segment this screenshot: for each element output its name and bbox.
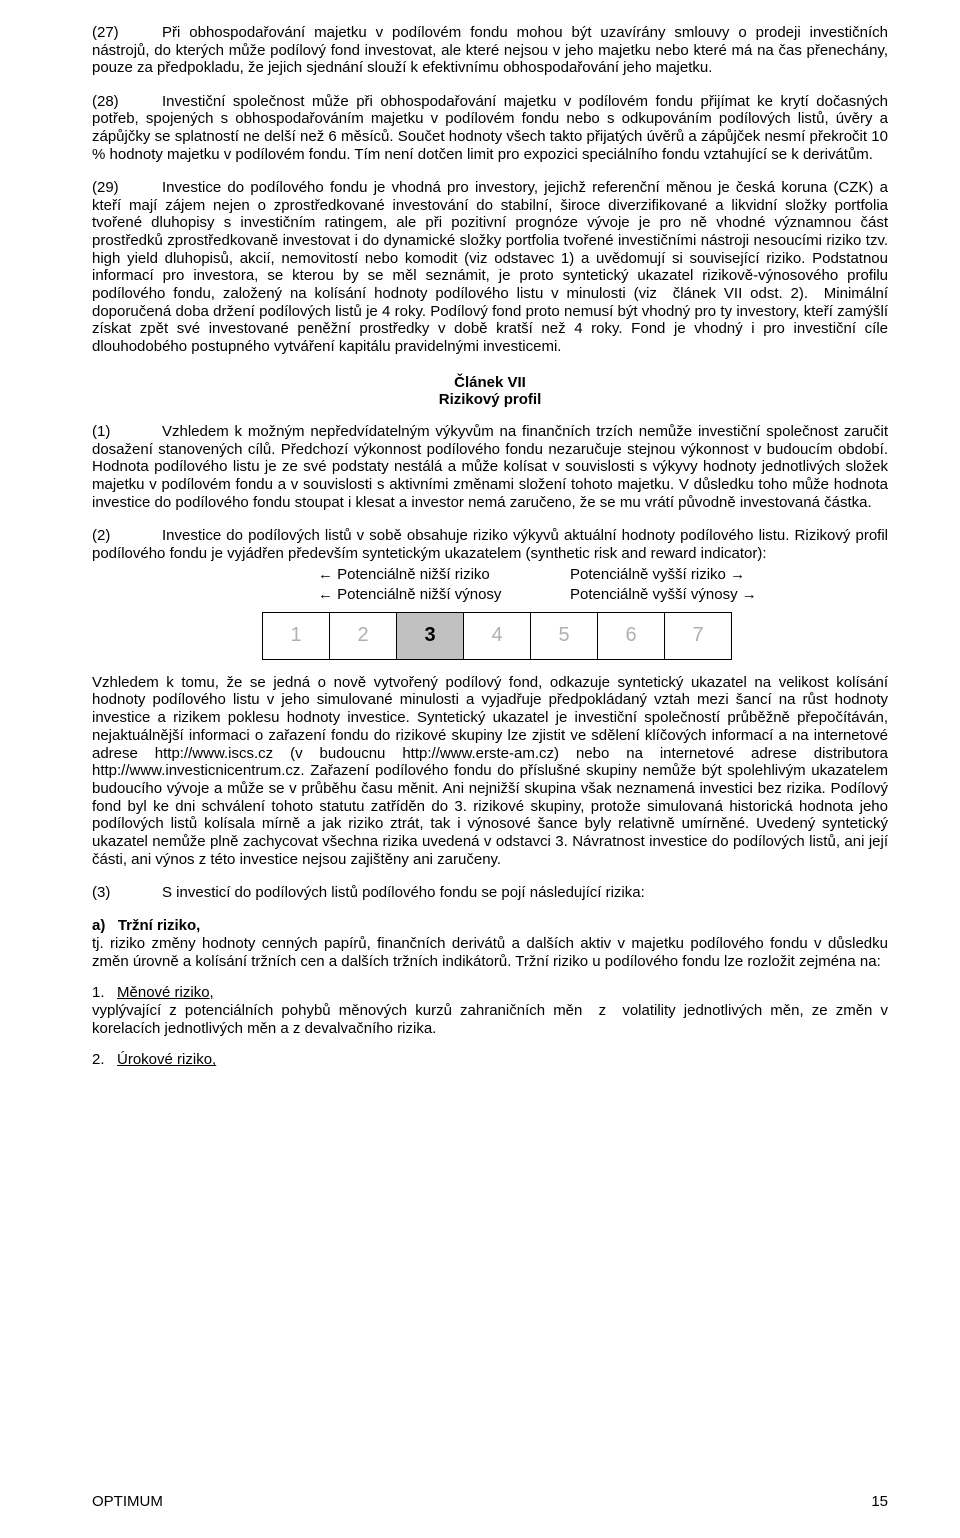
para-num: (29) <box>92 179 162 197</box>
arrow-higher-return: Potenciálně vyšší výnosy → <box>570 586 820 604</box>
arrow-lower-return: ← Potenciálně nižší výnosy <box>318 586 568 604</box>
item-num: 2. <box>92 1051 117 1068</box>
section-2: (2)Investice do podílových listů v sobě … <box>92 527 888 562</box>
item-title: Měnové riziko, <box>117 984 214 1001</box>
document-page: (27)Při obhospodařování majetku v podílo… <box>0 0 960 1538</box>
risk-a-heading: a) Tržní riziko, <box>92 917 888 934</box>
risk-2: 2. Úrokové riziko, <box>92 1051 888 1069</box>
risk-scale-table: 1 2 3 4 5 6 7 <box>262 612 732 660</box>
para-text: Při obhospodařování majetku v podílovém … <box>92 24 888 76</box>
section-1: (1)Vzhledem k možným nepředvídatelným vý… <box>92 423 888 511</box>
para-text: S investicí do podílových listů podílové… <box>162 884 645 901</box>
para-text: Investiční společnost může při obhospoda… <box>92 93 888 163</box>
para-text: Vzhledem k možným nepředvídatelným výkyv… <box>92 423 888 511</box>
risk-cell: 7 <box>665 612 732 659</box>
risk-cell: 2 <box>330 612 397 659</box>
para-num: (2) <box>92 527 162 545</box>
paragraph-29: (29)Investice do podílového fondu je vho… <box>92 179 888 356</box>
page-number: 15 <box>871 1493 888 1510</box>
article-number: Článek VII <box>92 374 888 392</box>
risk-cell: 6 <box>598 612 665 659</box>
para-text: Investice do podílových listů v sobě obs… <box>92 527 888 562</box>
risk-cell: 1 <box>263 612 330 659</box>
risk-cell: 3 <box>397 612 464 659</box>
after-table-paragraph: Vzhledem k tomu, že se jedná o nově vytv… <box>92 674 888 869</box>
risk-1: 1. Měnové riziko, vyplývající z potenciá… <box>92 984 888 1037</box>
risk-cell: 4 <box>464 612 531 659</box>
para-num: (28) <box>92 93 162 111</box>
para-num: (27) <box>92 24 162 42</box>
article-title: Rizikový profil <box>92 391 888 409</box>
paragraph-27: (27)Při obhospodařování majetku v podílo… <box>92 24 888 77</box>
item-text: vyplývající z potenciálních pohybů měnov… <box>92 1002 888 1037</box>
risk-arrow-labels: ← Potenciálně nižší riziko Potenciálně v… <box>316 564 822 605</box>
arrow-higher-risk: Potenciálně vyšší riziko → <box>570 566 820 584</box>
footer-left: OPTIMUM <box>92 1493 163 1510</box>
risk-a-text: tj. riziko změny hodnoty cenných papírů,… <box>92 935 888 970</box>
item-title: Úrokové riziko, <box>117 1051 216 1068</box>
para-num: (3) <box>92 884 162 902</box>
risk-cell: 5 <box>531 612 598 659</box>
paragraph-28: (28)Investiční společnost může při obhos… <box>92 93 888 164</box>
page-footer: OPTIMUM 15 <box>92 1493 888 1510</box>
risk-scale-row: 1 2 3 4 5 6 7 <box>263 612 732 659</box>
article-heading: Článek VII Rizikový profil <box>92 374 888 409</box>
item-num: 1. <box>92 984 117 1001</box>
para-num: (1) <box>92 423 162 441</box>
para-text: Investice do podílového fondu je vhodná … <box>92 179 888 355</box>
section-3: (3)S investicí do podílových listů podíl… <box>92 884 888 902</box>
arrow-lower-risk: ← Potenciálně nižší riziko <box>318 566 568 584</box>
